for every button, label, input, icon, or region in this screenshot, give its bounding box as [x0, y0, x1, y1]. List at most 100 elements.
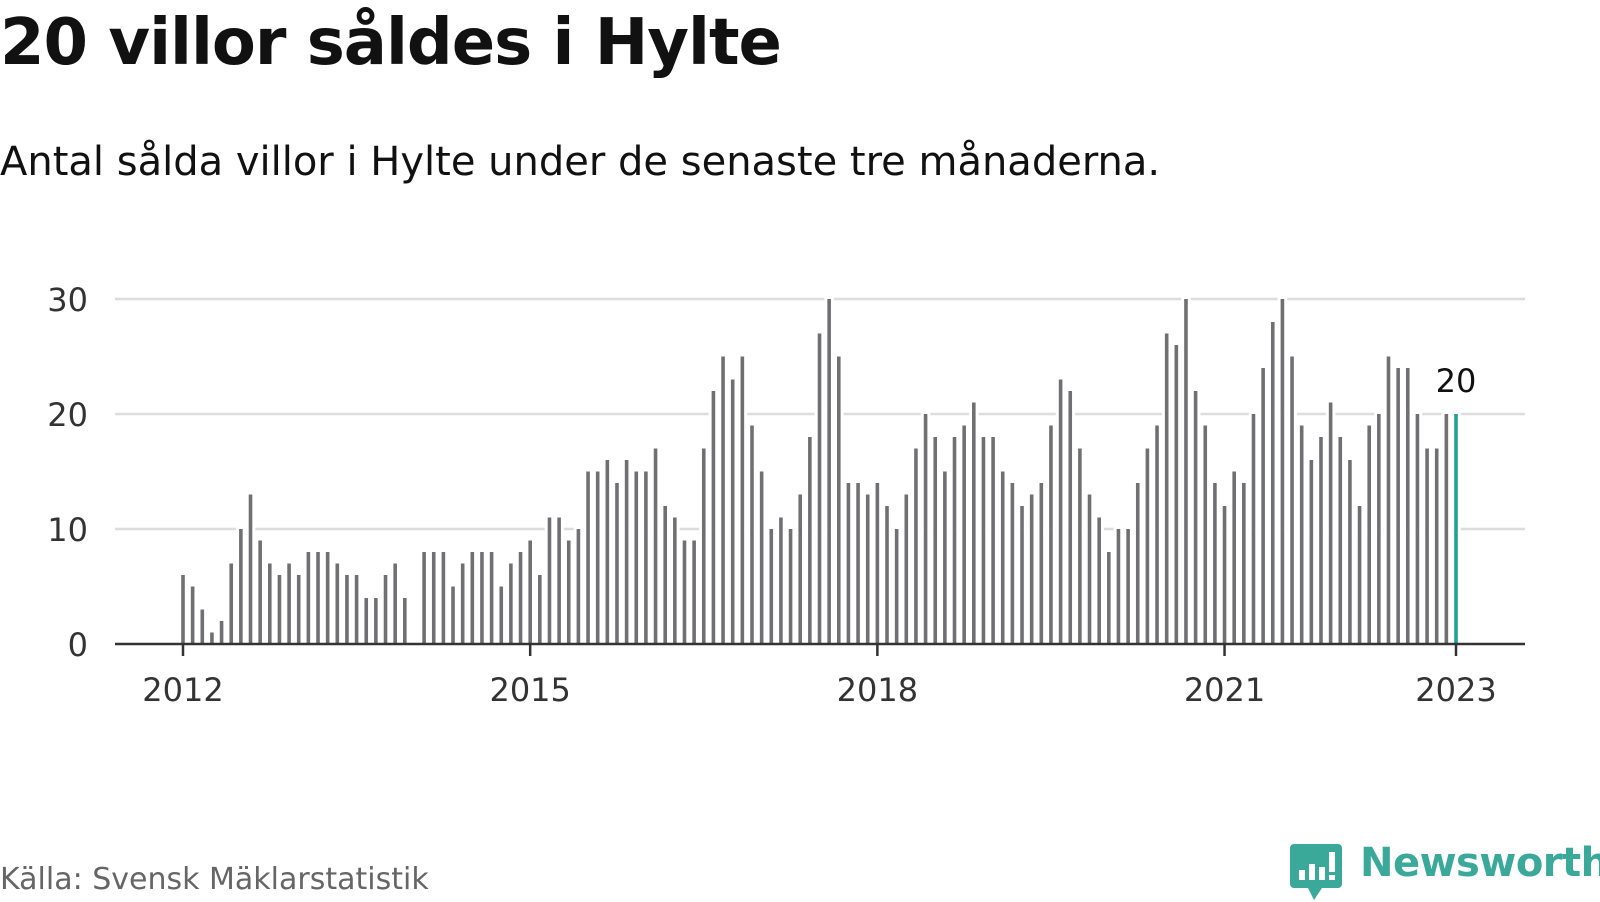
bar	[296, 575, 301, 644]
bar	[1444, 414, 1449, 644]
bar	[624, 460, 629, 644]
bar	[287, 563, 291, 644]
bar	[1222, 506, 1227, 644]
bar	[422, 552, 426, 644]
x-axis-ticks: 2012 2015 2018 2021 2023	[142, 644, 1497, 709]
bar	[518, 552, 523, 644]
bar	[692, 540, 696, 644]
bar	[1097, 517, 1101, 644]
bar	[200, 609, 205, 644]
bar	[1270, 322, 1275, 644]
bar	[1415, 414, 1420, 644]
bar	[1434, 448, 1439, 644]
bar	[1020, 506, 1024, 644]
bar	[364, 598, 369, 644]
bar	[1251, 414, 1256, 644]
bar	[682, 540, 687, 644]
bar	[277, 575, 282, 644]
bar	[1184, 299, 1188, 644]
bar	[1145, 448, 1150, 644]
bar	[1242, 483, 1246, 644]
bar	[1357, 506, 1362, 644]
bar	[1328, 402, 1333, 644]
bar	[779, 517, 783, 644]
bar	[451, 586, 455, 644]
bar	[1261, 368, 1265, 644]
bar	[914, 448, 918, 644]
bar	[943, 471, 947, 644]
bar	[586, 471, 590, 644]
bar	[566, 540, 571, 644]
bars	[178, 296, 1461, 644]
bar	[991, 437, 995, 644]
bar	[1126, 529, 1130, 644]
bar	[210, 632, 214, 644]
bar	[1377, 414, 1381, 644]
bar	[1319, 437, 1323, 644]
chart-subtitle: Antal sålda villor i Hylte under de sena…	[0, 139, 1161, 185]
bar	[181, 575, 185, 644]
bar	[673, 517, 677, 644]
bar	[1058, 379, 1063, 644]
y-tick-label: 10	[47, 511, 88, 549]
highlight-data-label: 20	[1436, 362, 1477, 400]
bar	[335, 563, 340, 644]
bar	[480, 552, 484, 644]
bar	[528, 540, 532, 644]
bar	[470, 552, 475, 644]
bar	[769, 529, 774, 644]
bar	[1405, 368, 1410, 644]
bar	[817, 333, 822, 644]
bar	[1299, 425, 1304, 644]
bar	[750, 425, 754, 644]
bar-chart: 0 10 20 30 2012 2015 2018 2021 2023 20	[47, 281, 1525, 709]
bar-chart-speech-bubble-icon	[1290, 844, 1342, 900]
bar	[595, 471, 600, 644]
bar	[952, 437, 957, 644]
x-tick-label: 2018	[837, 671, 918, 709]
bar	[441, 552, 446, 644]
x-tick-label: 2021	[1184, 671, 1265, 709]
bar	[509, 563, 513, 644]
bar	[248, 494, 253, 644]
bar	[721, 356, 725, 644]
bar	[1367, 425, 1372, 644]
x-tick-label: 2015	[489, 671, 570, 709]
bar	[981, 437, 986, 644]
bar	[239, 529, 243, 644]
bar	[634, 471, 639, 644]
bar	[711, 391, 716, 644]
bar	[219, 621, 224, 644]
bar	[460, 563, 465, 644]
bar	[644, 471, 648, 644]
bar	[1029, 494, 1034, 644]
bar	[1107, 552, 1111, 644]
bar	[1087, 494, 1092, 644]
bar	[489, 552, 494, 644]
bar	[1135, 483, 1140, 644]
bar	[1348, 460, 1352, 644]
bar	[827, 299, 831, 644]
bar	[1068, 391, 1073, 644]
bar	[576, 529, 581, 644]
bar	[325, 552, 330, 644]
bar	[374, 598, 378, 644]
bar	[316, 552, 320, 644]
bar	[798, 494, 803, 644]
bar	[1338, 437, 1343, 644]
y-tick-label: 20	[47, 396, 88, 434]
bar	[933, 437, 938, 644]
x-tick-label: 2012	[142, 671, 223, 709]
bar	[1039, 483, 1044, 644]
bar	[759, 471, 764, 644]
x-tick-label: 2023	[1415, 671, 1496, 709]
y-axis-ticks: 0 10 20 30	[47, 281, 88, 664]
bar	[923, 414, 928, 644]
bar	[1232, 471, 1236, 644]
brand-name: Newsworthy	[1360, 840, 1600, 886]
bar	[653, 448, 658, 644]
bar	[605, 460, 610, 644]
bar	[229, 563, 234, 644]
y-tick-label: 0	[68, 626, 88, 664]
bar	[962, 425, 966, 644]
